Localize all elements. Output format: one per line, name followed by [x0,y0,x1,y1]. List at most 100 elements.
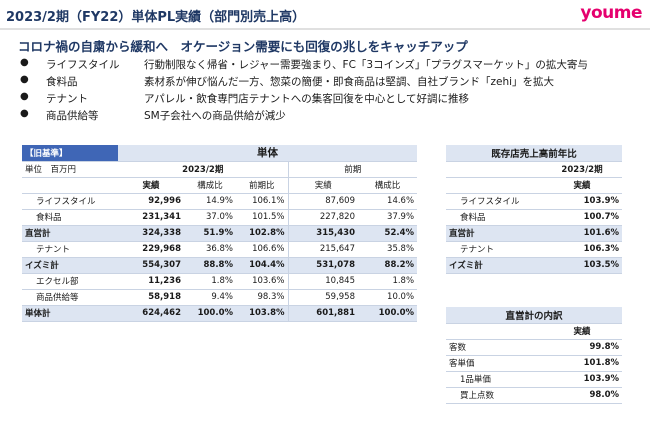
table-row: 買上点数 98.0% [446,387,623,404]
col-share: 構成比 [184,177,236,194]
cell-prior-actual: 59,958 [287,289,358,306]
cell-value: 106.3% [542,241,623,258]
cell-prior-actual: 531,078 [287,257,358,274]
row-label: イズミ計 [22,257,118,274]
cell-prior-share: 88.2% [358,257,418,274]
existing-store-period: 2023/2期 [542,161,623,178]
table-row-subtotal: 直営計 324,338 51.9% 102.8% 315,430 52.4% [22,225,418,242]
cell-share: 88.8% [184,257,236,274]
bullet-category: 商品供給等 [46,110,99,122]
row-label: 商品供給等 [22,289,118,306]
row-label: 客数 [446,339,542,356]
cell-actual: 58,918 [118,289,184,306]
cell-value: 103.5% [542,257,623,274]
row-label: 直営計 [446,225,542,242]
row-label: 食料品 [22,209,118,226]
cell-yoy: 98.3% [236,289,288,306]
cell-share: 51.9% [184,225,236,242]
row-label: 食料品 [446,209,542,226]
cell-yoy: 104.4% [236,257,288,274]
cell-yoy: 103.6% [236,273,288,290]
cell-prior-share: 52.4% [358,225,418,242]
table-row: 食料品 100.7% [446,209,623,226]
bullet-text: SM子会社への商品供給が減少 [144,110,286,122]
breakdown-col-actual: 実績 [542,323,623,340]
bullet-item: ● 食料品 素材系が伸び悩んだ一方、惣菜の簡便・即食商品は堅調、自社ブランド「z… [18,74,648,91]
cell-prior-share: 10.0% [358,289,418,306]
cell-share: 9.4% [184,289,236,306]
bullet-dot-icon: ● [20,91,29,102]
table-row-total: 単体計 624,462 100.0% 103.8% 601,881 100.0% [22,305,418,322]
cell-prior-actual: 601,881 [287,305,358,322]
cell-actual: 11,236 [118,273,184,290]
unit-label: 単位 百万円 [22,161,118,178]
breakdown-title: 直営計の内訳 [446,307,623,324]
cell-prior-share: 35.8% [358,241,418,258]
cell-prior-share: 100.0% [358,305,418,322]
row-label: テナント [446,241,542,258]
cell-actual: 92,996 [118,193,184,210]
bullet-text: アパレル・飲食専門店テナントへの集客回復を中心として好調に推移 [144,93,469,105]
cell-yoy: 101.5% [236,209,288,226]
cell-share: 36.8% [184,241,236,258]
table-row: ライフスタイル 103.9% [446,193,623,210]
page-title: 2023/2期（FY22）単体PL実績（部門別売上高） [6,10,306,25]
col-prior-actual: 実績 [287,177,358,194]
bullet-category: ライフスタイル [46,59,120,71]
cell-prior-actual: 215,647 [287,241,358,258]
existing-store-title: 既存店売上高前年比 [446,145,623,162]
bullet-item: ● テナント アパレル・飲食専門店テナントへの集客回復を中心として好調に推移 [18,91,648,108]
cell-yoy: 106.6% [236,241,288,258]
table-row: テナント 229,968 36.8% 106.6% 215,647 35.8% [22,241,418,258]
bullet-dot-icon: ● [20,57,29,68]
col-prior-share: 構成比 [358,177,418,194]
cell-value: 100.7% [542,209,623,226]
cell-prior-actual: 87,609 [287,193,358,210]
table-row-subtotal: イズミ計 554,307 88.8% 104.4% 531,078 88.2% [22,257,418,274]
row-label: 単体計 [22,305,118,322]
cell-prior-share: 37.9% [358,209,418,226]
bullet-item: ● 商品供給等 SM子会社への商品供給が減少 [18,108,648,125]
bullet-text: 素材系が伸び悩んだ一方、惣菜の簡便・即食商品は堅調、自社ブランド「zehi」を拡… [144,76,555,88]
breakdown-table: 直営計の内訳 実績 客数 99.8% 客単価 101.8% 1品単価 103.9… [446,307,623,404]
cell-actual: 231,341 [118,209,184,226]
cell-prior-share: 14.6% [358,193,418,210]
cell-prior-share: 1.8% [358,273,418,290]
period-prior: 前期 [287,161,418,178]
table-row: 客数 99.8% [446,339,623,356]
existing-store-table: 既存店売上高前年比 2023/2期 実績 ライフスタイル 103.9% 食料品 … [446,145,623,274]
table-row: ライフスタイル 92,996 14.9% 106.1% 87,609 14.6% [22,193,418,210]
cell-share: 37.0% [184,209,236,226]
bullet-item: ● ライフスタイル 行動制限なく帰省・レジャー需要強まり、FC「3コインズ」「プ… [18,57,648,74]
row-label: 1品単価 [446,371,542,388]
headline: コロナ禍の自粛から緩和へ オケージョン需要にも回復の兆しをキャッチアップ [18,39,468,54]
row-label: 客単価 [446,355,542,372]
cell-value: 98.0% [542,387,623,404]
bullet-dot-icon: ● [20,108,29,119]
col-actual: 実績 [118,177,184,194]
existing-store-col-actual: 実績 [542,177,623,194]
cell-actual: 324,338 [118,225,184,242]
bullet-category: テナント [46,93,88,105]
row-label: 直営計 [22,225,118,242]
col-yoy: 前期比 [236,177,288,194]
row-label: イズミ計 [446,257,542,274]
table-row: 1品単価 103.9% [446,371,623,388]
period-current: 2023/2期 [118,161,288,178]
section-title: 単体 [118,145,418,162]
bullet-category: 食料品 [46,76,78,88]
cell-value: 103.9% [542,371,623,388]
table-row: エクセル部 11,236 1.8% 103.6% 10,845 1.8% [22,273,418,290]
bullet-text: 行動制限なく帰省・レジャー需要強まり、FC「3コインズ」「プラグスマーケット」の… [144,59,588,71]
cell-yoy: 102.8% [236,225,288,242]
cell-yoy: 103.8% [236,305,288,322]
table-row: 客単価 101.8% [446,355,623,372]
row-label: 買上点数 [446,387,542,404]
cell-share: 1.8% [184,273,236,290]
cell-value: 101.8% [542,355,623,372]
cell-actual: 554,307 [118,257,184,274]
cell-share: 14.9% [184,193,236,210]
segment-sales-table: 【旧基準】 単体 単位 百万円 2023/2期 前期 実績 構成比 前期比 実績… [22,145,418,322]
cell-yoy: 106.1% [236,193,288,210]
cell-prior-actual: 10,845 [287,273,358,290]
